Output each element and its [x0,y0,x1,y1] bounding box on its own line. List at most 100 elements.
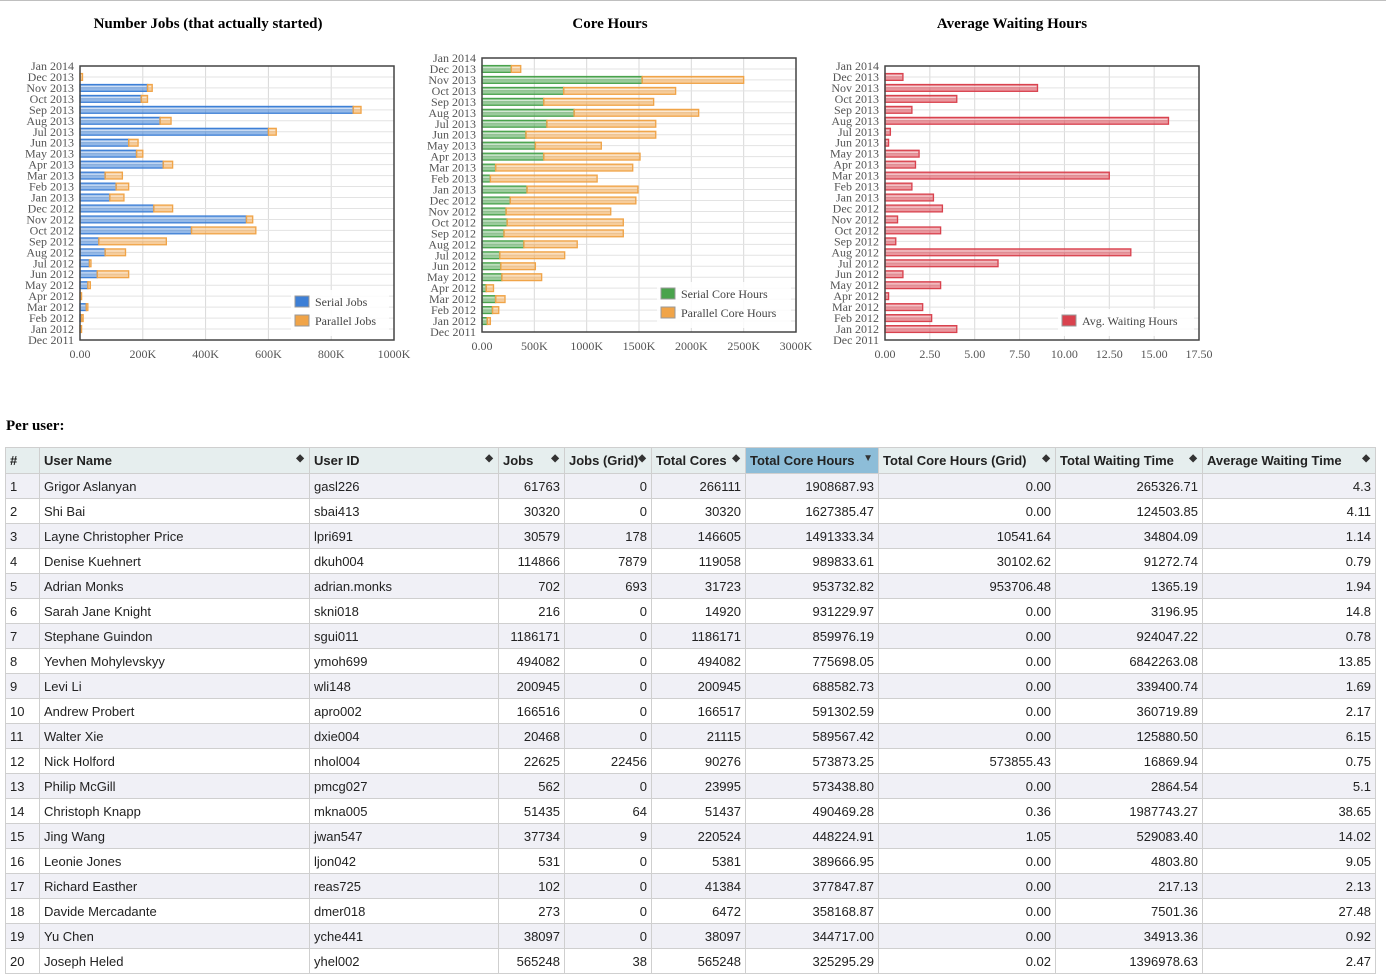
table-cell-total-core-hours: 589567.42 [745,723,879,749]
y-tick-label: Apr 2013 [28,158,74,172]
y-tick-label: Aug 2013 [428,106,476,120]
column-header-jobs-grid[interactable]: Jobs (Grid) ◆ [564,447,652,474]
chart-title: Core Hours [572,16,647,32]
table-cell-total-waiting-time: 125880.50 [1055,723,1203,749]
bar-avg-waiting-hours [884,281,942,290]
table-cell-average-waiting-time: 0.78 [1202,623,1376,649]
x-tick-label: 0.00 [70,347,91,361]
table-cell-jobs-grid: 7879 [564,548,652,574]
table-cell-: 20 [5,948,40,974]
table-cell-user-id: jwan547 [309,823,499,849]
x-tick-label: 7.50 [1009,347,1030,361]
legend-swatch [294,295,310,308]
bar-serial-jobs [79,94,142,103]
legend-label: Serial Core Hours [681,287,768,301]
bar-parallel-jobs [190,226,257,235]
y-tick-label: Sep 2013 [29,103,74,117]
column-header-total-core-hours[interactable]: Total Core Hours ▼ [745,447,879,474]
table-cell-total-core-hours-grid: 0.00 [878,698,1056,724]
bar-avg-waiting-hours [884,94,958,103]
bar-parallel-core-hours [534,141,602,150]
bar-parallel-jobs [80,314,84,323]
table-cell-jobs: 102 [498,873,565,899]
bar-parallel-core-hours [491,306,500,315]
table-cell-jobs-grid: 0 [564,898,652,924]
bar-avg-waiting-hours [884,248,1132,257]
table-cell-user-name: Walter Xie [39,723,310,749]
column-header-total-core-hours-grid[interactable]: Total Core Hours (Grid) ◆ [878,447,1056,474]
table-cell-average-waiting-time: 2.13 [1202,873,1376,899]
legend-swatch [1061,314,1077,327]
table-cell-average-waiting-time: 0.79 [1202,548,1376,574]
table-cell-jobs: 61763 [498,473,565,499]
y-tick-label: Oct 2013 [432,84,476,98]
column-header-total-cores[interactable]: Total Cores ◆ [651,447,746,474]
core-hours-chart: Core Hours 0.00 500K 1000K 1500K 2000K 2500K 30… [410,0,820,370]
table-cell-total-core-hours-grid: 0.00 [878,873,1056,899]
column-header-average-waiting-time[interactable]: Average Waiting Time ◆ [1202,447,1376,474]
bar-serial-core-hours [481,130,527,139]
table-cell-user-id: nhol004 [309,748,499,774]
y-tick-label: Jul 2012 [33,256,74,270]
table-cell-user-id: sbai413 [309,498,499,524]
y-tick-label: Mar 2013 [27,169,74,183]
table-row: 10 Andrew Probert apro002 166516 0 166517 5913… [5,698,1376,724]
table-cell-average-waiting-time: 0.92 [1202,923,1376,949]
bar-parallel-jobs [159,116,172,125]
table-cell-user-id: adrian.monks [309,573,499,599]
x-tick-label: 3000K [780,339,813,353]
y-tick-label: Jul 2013 [838,125,879,139]
y-tick-label: Aug 2013 [831,114,879,128]
bar-parallel-jobs [87,281,92,290]
column-header-user-name[interactable]: User Name ◆ [39,447,310,474]
column-header-total-waiting-time[interactable]: Total Waiting Time ◆ [1055,447,1203,474]
table-cell-average-waiting-time: 38.65 [1202,798,1376,824]
table-cell-total-core-hours-grid: 30102.62 [878,548,1056,574]
sort-descending-icon: ▼ [863,453,873,464]
bar-serial-core-hours [481,119,548,128]
table-cell-total-cores: 565248 [651,948,746,974]
table-cell-total-core-hours: 859976.19 [745,623,879,649]
bar-serial-core-hours [481,316,488,326]
legend-label: Serial Jobs [315,295,368,309]
table-cell-jobs: 562 [498,773,565,799]
table-row: 1 Grigor Aslanyan gasl226 61763 0 266111 19086… [5,473,1376,499]
bar-serial-core-hours [481,64,512,74]
bar-avg-waiting-hours [884,204,944,213]
y-tick-label: Feb 2012 [834,311,879,325]
bar-parallel-core-hours [486,316,492,326]
bar-avg-waiting-hours [884,303,924,312]
legend-label: Parallel Jobs [315,314,376,328]
y-tick-label: Mar 2013 [429,161,476,175]
plot-frame [79,65,395,341]
table-cell-total-waiting-time: 265326.71 [1055,473,1203,499]
table-cell-total-core-hours: 989833.61 [745,548,879,574]
y-tick-label: Jan 2013 [31,191,74,205]
table-cell-average-waiting-time: 1.94 [1202,573,1376,599]
x-tick-label: 15.00 [1141,347,1168,361]
y-tick-label: Feb 2013 [834,180,879,194]
table-cell-average-waiting-time: 4.3 [1202,473,1376,499]
bar-parallel-core-hours [523,240,578,249]
table-cell-jobs-grid: 0 [564,723,652,749]
bar-parallel-jobs [128,138,139,147]
table-row: 14 Christoph Knapp mkna005 51435 64 51437 4904… [5,798,1376,824]
bar-serial-jobs [79,116,161,125]
y-tick-label: Dec 2012 [833,201,879,215]
table-cell-total-core-hours-grid: 0.00 [878,898,1056,924]
sort-both-icon: ◆ [551,453,559,464]
bar-parallel-core-hours [505,207,612,216]
bar-parallel-core-hours [543,152,641,161]
plot-area [885,66,1199,340]
table-cell-: 14 [5,798,40,824]
x-tick-label: 0.00 [472,339,493,353]
y-tick-label: Aug 2012 [428,237,476,251]
y-tick-label: Oct 2012 [30,223,74,237]
table-cell-total-cores: 1186171 [651,623,746,649]
column-header-user-id[interactable]: User ID ◆ [309,447,499,474]
sort-both-icon: ◆ [485,453,493,464]
table-cell-total-cores: 38097 [651,923,746,949]
column-header-jobs[interactable]: Jobs ◆ [498,447,565,474]
table-cell-total-core-hours: 448224.91 [745,823,879,849]
column-header-index[interactable]: # [5,447,40,474]
